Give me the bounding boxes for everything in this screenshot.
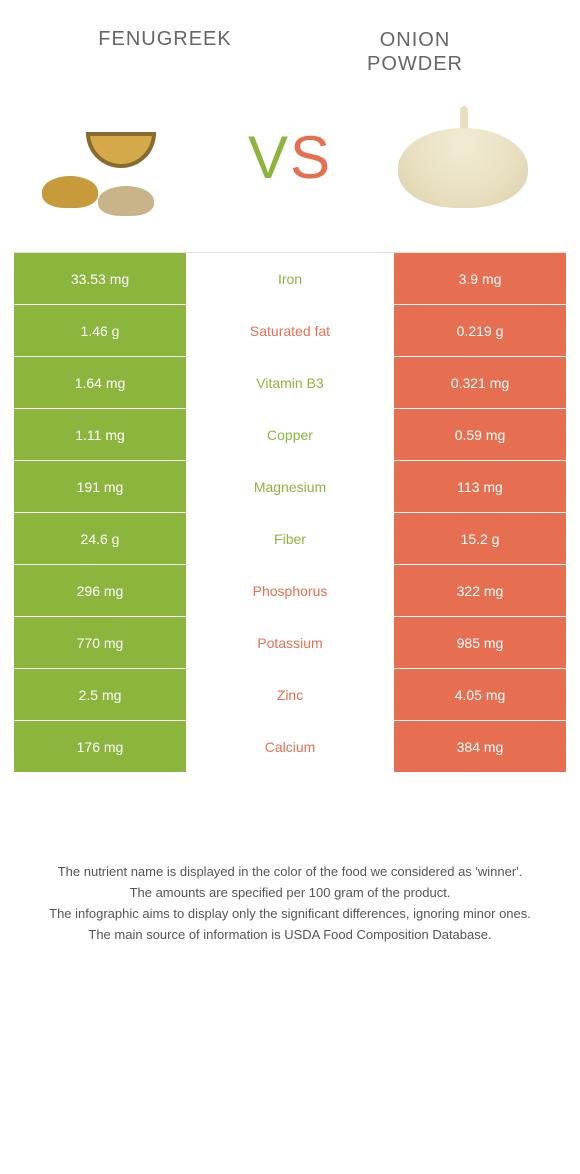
right-value: 0.219 g <box>394 305 566 356</box>
right-value: 4.05 mg <box>394 669 566 720</box>
table-row: 33.53 mgIron3.9 mg <box>14 253 566 305</box>
left-value: 176 mg <box>14 721 186 772</box>
table-row: 770 mgPotassium985 mg <box>14 617 566 669</box>
food-right-title: Onion powder <box>290 28 540 76</box>
right-value: 985 mg <box>394 617 566 668</box>
comparison-images-row: VS <box>0 92 580 252</box>
nutrient-name: Copper <box>186 409 394 460</box>
table-row: 2.5 mgZinc4.05 mg <box>14 669 566 721</box>
right-value: 0.321 mg <box>394 357 566 408</box>
nutrient-name: Iron <box>186 253 394 304</box>
left-value: 296 mg <box>14 565 186 616</box>
left-value: 24.6 g <box>14 513 186 564</box>
left-value: 191 mg <box>14 461 186 512</box>
header-titles: Fenugreek Onion powder <box>0 0 580 92</box>
left-value: 33.53 mg <box>14 253 186 304</box>
left-value: 770 mg <box>14 617 186 668</box>
vs-letter-s: S <box>290 124 332 191</box>
left-value: 2.5 mg <box>14 669 186 720</box>
right-value: 15.2 g <box>394 513 566 564</box>
table-row: 1.46 gSaturated fat0.219 g <box>14 305 566 357</box>
table-row: 1.64 mgVitamin B30.321 mg <box>14 357 566 409</box>
nutrient-name: Magnesium <box>186 461 394 512</box>
food-right-title-line2: powder <box>367 53 463 75</box>
footer-note-line: The amounts are specified per 100 gram o… <box>30 884 550 903</box>
left-value: 1.46 g <box>14 305 186 356</box>
right-value: 0.59 mg <box>394 409 566 460</box>
nutrient-name: Potassium <box>186 617 394 668</box>
right-value: 384 mg <box>394 721 566 772</box>
footer-notes: The nutrient name is displayed in the co… <box>30 863 550 944</box>
footer-note-line: The main source of information is USDA F… <box>30 926 550 945</box>
nutrient-name: Zinc <box>186 669 394 720</box>
footer-note-line: The infographic aims to display only the… <box>30 905 550 924</box>
fenugreek-icon <box>36 92 196 222</box>
table-row: 1.11 mgCopper0.59 mg <box>14 409 566 461</box>
right-value: 113 mg <box>394 461 566 512</box>
nutrient-name: Vitamin B3 <box>186 357 394 408</box>
nutrient-name: Phosphorus <box>186 565 394 616</box>
nutrient-name: Calcium <box>186 721 394 772</box>
table-row: 176 mgCalcium384 mg <box>14 721 566 773</box>
right-value: 3.9 mg <box>394 253 566 304</box>
food-right-title-line1: Onion <box>380 29 451 51</box>
table-row: 24.6 gFiber15.2 g <box>14 513 566 565</box>
table-row: 191 mgMagnesium113 mg <box>14 461 566 513</box>
left-value: 1.64 mg <box>14 357 186 408</box>
nutrient-name: Saturated fat <box>186 305 394 356</box>
right-value: 322 mg <box>394 565 566 616</box>
nutrient-name: Fiber <box>186 513 394 564</box>
footer-note-line: The nutrient name is displayed in the co… <box>30 863 550 882</box>
table-row: 296 mgPhosphorus322 mg <box>14 565 566 617</box>
onion-powder-icon <box>384 92 544 222</box>
vs-letter-v: V <box>248 124 290 191</box>
left-value: 1.11 mg <box>14 409 186 460</box>
vs-label: VS <box>248 123 332 192</box>
nutrient-table: 33.53 mgIron3.9 mg1.46 gSaturated fat0.2… <box>14 252 566 773</box>
food-left-title: Fenugreek <box>40 28 290 76</box>
